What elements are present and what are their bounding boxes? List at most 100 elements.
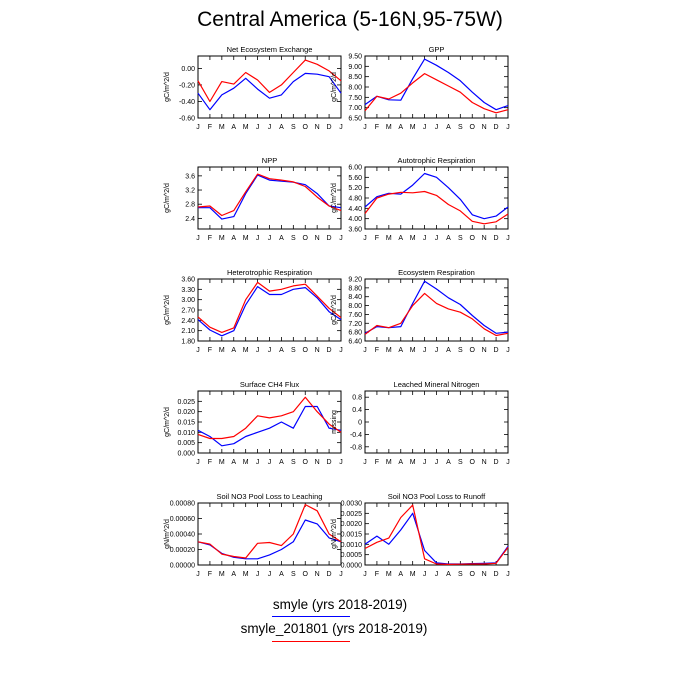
x-tick-label: J — [256, 124, 260, 131]
x-tick-label: M — [386, 124, 392, 131]
y-axis-label: gC/m^2/d — [331, 72, 338, 102]
x-tick-label: F — [208, 124, 212, 131]
y-tick-label: -0.60 — [179, 116, 195, 123]
series-line-smyle-201801 — [364, 292, 509, 337]
x-tick-label: F — [375, 347, 379, 354]
y-tick-label: 9.50 — [348, 54, 362, 61]
x-tick-label: D — [494, 459, 499, 466]
x-tick-label: A — [279, 124, 284, 131]
y-tick-label: 0.00 — [181, 66, 195, 73]
x-tick-label: N — [482, 459, 487, 466]
x-tick-label: O — [470, 459, 476, 466]
y-tick-label: 0.0015 — [341, 532, 363, 539]
x-tick-label: J — [339, 235, 343, 242]
chart-panel: Surface CH4 Flux 0.000 0.005 0.010 0.015 0.02… — [164, 380, 343, 466]
x-tick-label: S — [291, 571, 296, 578]
series-line-smyle — [197, 72, 342, 111]
x-tick-label: M — [410, 459, 416, 466]
panel-title: Surface CH4 Flux — [240, 380, 299, 389]
x-tick-label: A — [231, 124, 236, 131]
y-tick-label: 0.00080 — [170, 501, 195, 508]
x-tick-label: J — [363, 347, 367, 354]
x-tick-label: J — [256, 235, 260, 242]
y-tick-label: 1.80 — [181, 339, 195, 346]
x-tick-label: F — [208, 459, 212, 466]
x-tick-label: J — [435, 459, 439, 466]
x-tick-label: D — [494, 235, 499, 242]
x-tick-label: A — [231, 235, 236, 242]
x-tick-label: J — [339, 347, 343, 354]
x-tick-label: J — [196, 459, 200, 466]
y-tick-label: 2.40 — [181, 318, 195, 325]
y-tick-label: 0.8 — [352, 395, 362, 402]
y-tick-label: 0.0010 — [341, 542, 363, 549]
y-tick-label: 2.10 — [181, 328, 195, 335]
chart-panel: Soil NO3 Pool Loss to Runoff 0.0000 0.0005… — [331, 492, 510, 578]
x-tick-label: O — [303, 235, 309, 242]
y-tick-label: 8.00 — [348, 303, 362, 310]
x-tick-label: D — [494, 124, 499, 131]
chart-panel: Soil NO3 Pool Loss to Leaching 0.00000 0.0… — [164, 492, 343, 578]
x-tick-label: O — [303, 571, 309, 578]
y-tick-label: 3.30 — [181, 287, 195, 294]
y-axis-label: gC/m^2/d — [164, 295, 171, 325]
series-line-smyle-201801 — [197, 504, 342, 559]
plot-frame — [197, 166, 342, 230]
x-tick-label: A — [398, 235, 403, 242]
y-tick-label: 7.00 — [348, 105, 362, 112]
x-tick-label: D — [327, 459, 332, 466]
y-tick-label: 0.0000 — [341, 563, 363, 570]
y-tick-label: 6.80 — [348, 330, 362, 337]
x-tick-label: J — [423, 459, 427, 466]
x-tick-label: M — [243, 459, 249, 466]
panel-title: Ecosystem Respiration — [398, 268, 475, 277]
y-tick-label: -0.20 — [179, 82, 195, 89]
x-tick-label: A — [231, 347, 236, 354]
panel-title: GPP — [429, 45, 445, 54]
x-tick-label: F — [375, 459, 379, 466]
y-tick-label: 8.80 — [348, 285, 362, 292]
y-tick-label: 8.00 — [348, 85, 362, 92]
x-tick-label: M — [386, 235, 392, 242]
y-tick-label: 3.60 — [181, 277, 195, 284]
y-tick-label: 0.0025 — [341, 511, 363, 518]
x-tick-label: J — [196, 571, 200, 578]
x-tick-label: A — [231, 459, 236, 466]
x-tick-label: J — [506, 347, 510, 354]
x-tick-label: S — [458, 124, 463, 131]
series-line-smyle-201801 — [364, 190, 509, 225]
x-tick-label: J — [435, 235, 439, 242]
x-tick-label: S — [458, 347, 463, 354]
chart-panel: Heterotrophic Respiration 1.80 2.10 2.40 2.7… — [164, 268, 343, 354]
y-axis-label: gN/m^2/d — [164, 519, 171, 549]
x-tick-label: M — [219, 347, 225, 354]
x-tick-label: J — [435, 347, 439, 354]
x-tick-label: J — [363, 571, 367, 578]
y-tick-label: 3.60 — [348, 227, 362, 234]
y-tick-label: 8.50 — [348, 74, 362, 81]
y-tick-label: 3.00 — [181, 297, 195, 304]
panel-title: Leached Mineral Nitrogen — [394, 380, 480, 389]
x-tick-label: N — [482, 571, 487, 578]
x-tick-label: A — [446, 235, 451, 242]
x-tick-label: A — [279, 235, 284, 242]
series-line-smyle-201801 — [197, 396, 342, 440]
y-tick-label: 3.2 — [185, 188, 195, 195]
x-tick-label: O — [470, 347, 476, 354]
x-tick-label: J — [423, 124, 427, 131]
y-tick-label: 9.00 — [348, 64, 362, 71]
x-tick-label: J — [435, 571, 439, 578]
x-tick-label: M — [219, 235, 225, 242]
panel-title: Heterotrophic Respiration — [227, 268, 312, 277]
x-tick-label: M — [219, 571, 225, 578]
legend-line-smyle — [272, 616, 350, 617]
chart-panel: Autotrophic Respiration 3.60 4.00 4.40 4.80 5… — [331, 156, 510, 242]
x-tick-label: M — [219, 124, 225, 131]
chart-panel: Ecosystem Respiration 6.40 6.80 7.20 7.60 8.0… — [331, 268, 510, 354]
y-tick-label: 2.70 — [181, 308, 195, 315]
x-tick-label: J — [196, 347, 200, 354]
series-line-smyle-201801 — [364, 504, 509, 566]
x-tick-label: J — [339, 124, 343, 131]
